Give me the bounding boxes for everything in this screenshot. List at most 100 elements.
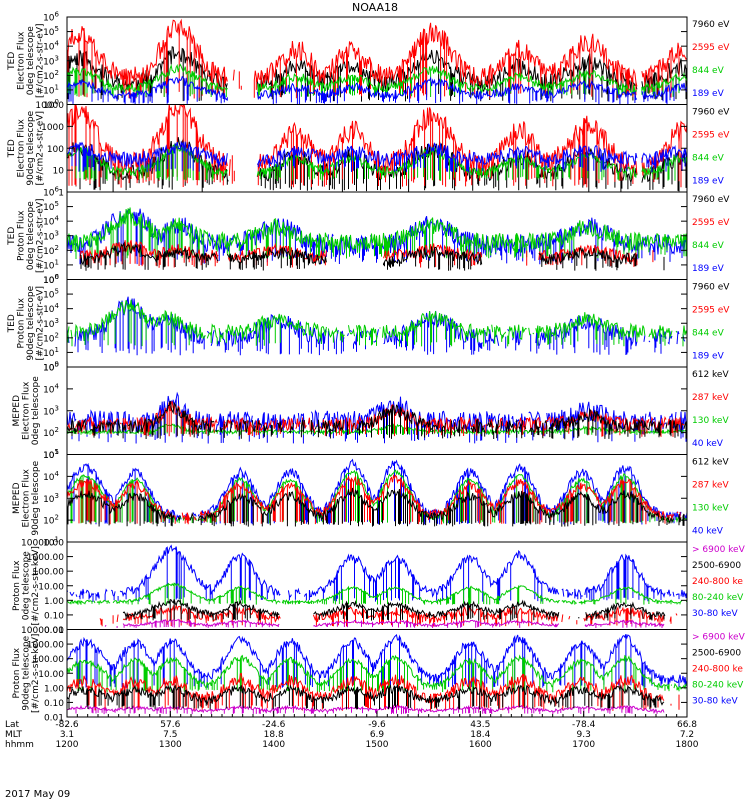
legend-entry: 2595 eV — [692, 43, 730, 53]
y-tick-label: 104 — [43, 382, 59, 395]
legend-entry: 7960 eV — [692, 20, 730, 30]
legend-entry: 240-800 ke — [692, 665, 743, 675]
series-ted-e-0-1 — [66, 18, 688, 99]
y-tick-label: 104 — [43, 302, 59, 315]
x-tick-label: -78.4 — [572, 720, 596, 730]
legend-entry: 40 keV — [692, 439, 724, 449]
y-axis-label: TEDElectron Flux90deg telescope[#/cm2-s-… — [7, 110, 46, 185]
legend-entry: > 6900 keV — [692, 633, 746, 643]
x-tick-label: -9.6 — [368, 720, 386, 730]
y-axis-label: TEDProton Flux90deg telescope[#/cm2-s-st… — [7, 285, 46, 360]
legend-entry: 130 keV — [692, 416, 729, 426]
x-tick-label: 1800 — [676, 740, 699, 750]
series-meped-p-0-2 — [99, 604, 678, 627]
y-tick-label: 106 — [43, 11, 59, 24]
legend-entry: 80-240 keV — [692, 681, 744, 691]
legend-entry: 844 eV — [692, 66, 725, 76]
y-tick-label: 105 — [43, 361, 59, 374]
time-row-label: Lat — [5, 720, 20, 730]
legend-entry: 612 keV — [692, 458, 729, 468]
y-tick-label: 103 — [43, 492, 59, 505]
series-meped-p-90-0 — [66, 633, 688, 688]
y-tick-label: 104 — [43, 40, 59, 53]
legend-entry: 30-80 keV — [692, 697, 738, 707]
y-axis-label: MEPEDElectron Flux0deg telescope — [12, 376, 41, 446]
legend-entry: 287 keV — [692, 481, 729, 491]
y-tick-label: 0.10 — [44, 611, 64, 621]
legend-entry: 189 eV — [692, 177, 725, 187]
y-tick-label: 0.10 — [44, 699, 64, 709]
y-tick-label: 10.00 — [38, 582, 64, 592]
y-axis-label: TEDProton Flux0deg telescope[#/cm2-s-str… — [7, 198, 46, 273]
panel-meped-p-0: 0.01 0.10 1.00 10.00 100.00 1000.00 10000.00Pr… — [12, 539, 746, 637]
series-meped-p-90-1 — [66, 654, 687, 693]
series-ted-e-90-2 — [66, 143, 688, 181]
y-tick-label: 10000.00 — [21, 626, 64, 636]
x-tick-label: -82.6 — [55, 720, 79, 730]
y-tick-label: 100.00 — [33, 655, 65, 665]
y-axis-label: MEPEDElectron Flux90deg telescope — [12, 460, 41, 535]
x-tick-label: 18.4 — [470, 730, 490, 740]
y-tick-label: 10 — [53, 167, 65, 177]
x-tick-label: 3.1 — [60, 730, 74, 740]
chart-title: NOAA18 — [352, 1, 398, 14]
series-meped-p-0-0 — [66, 544, 687, 602]
legend-entry: 189 eV — [692, 264, 725, 274]
y-tick-label: 1.00 — [44, 684, 64, 694]
y-tick-label: 1000.00 — [27, 641, 64, 651]
y-tick-label: 0.01 — [44, 626, 64, 636]
y-tick-label: 100.00 — [33, 568, 65, 578]
legend-entry: 2595 eV — [692, 218, 730, 228]
legend-entry: 844 eV — [692, 154, 725, 164]
x-tick-label: 1300 — [159, 740, 182, 750]
y-tick-label: 106 — [43, 273, 59, 286]
date-label: 2017 May 09 — [5, 789, 70, 800]
legend-entry: 2500-6900 — [692, 561, 741, 571]
y-tick-label: 1000.00 — [27, 553, 64, 563]
legend-entry: 844 eV — [692, 329, 725, 339]
y-axis-label: Proton Flux90deg telescope[#/cm2-s-str-k… — [12, 634, 41, 713]
y-tick-label: 10.00 — [38, 670, 64, 680]
legend-entry: 2595 eV — [692, 131, 730, 141]
y-tick-label: 1.00 — [44, 597, 64, 607]
series-meped-p-90-4 — [66, 684, 665, 710]
series-meped-e-90-0 — [66, 458, 688, 525]
legend-entry: 189 eV — [692, 89, 725, 99]
series-meped-p-0-1 — [66, 582, 688, 605]
x-tick-label: 7.5 — [163, 730, 177, 740]
legend-entry: 287 keV — [692, 393, 729, 403]
legend-entry: 130 keV — [692, 504, 729, 514]
time-axis-labels: LatMLThhmm-82.63.1120057.67.51300-24.618… — [5, 711, 699, 750]
y-tick-label: 103 — [43, 404, 59, 417]
y-tick-label: 104 — [43, 470, 59, 483]
y-tick-label: 105 — [43, 448, 59, 461]
y-axis-label: TEDElectron Flux0deg telescope[#/cm2-s-s… — [7, 23, 46, 98]
y-tick-label: 1 — [58, 189, 64, 199]
x-tick-label: 7.2 — [680, 730, 694, 740]
x-tick-label: 18.8 — [264, 730, 284, 740]
series-ted-e-90-3 — [66, 140, 688, 173]
legend-entry: 2595 eV — [692, 306, 730, 316]
x-tick-label: 9.3 — [577, 730, 591, 740]
legend-entry: 7960 eV — [692, 283, 730, 293]
y-tick-label: 100 — [47, 145, 64, 155]
y-tick-label: 104 — [43, 215, 59, 228]
x-tick-label: 6.9 — [370, 730, 385, 740]
legend-entry: > 6900 keV — [692, 545, 746, 555]
series-ted-p-90-1 — [66, 299, 688, 347]
x-tick-label: 1700 — [572, 740, 595, 750]
x-tick-label: 1500 — [366, 740, 389, 750]
series-meped-p-0-3 — [105, 620, 673, 628]
legend-entry: 40 keV — [692, 527, 724, 537]
legend-entry: 30-80 keV — [692, 609, 738, 619]
y-tick-label: 106 — [43, 186, 59, 199]
x-tick-label: 43.5 — [470, 720, 490, 730]
legend-entry: 189 eV — [692, 352, 725, 362]
series-ted-p-0-1 — [66, 207, 688, 260]
